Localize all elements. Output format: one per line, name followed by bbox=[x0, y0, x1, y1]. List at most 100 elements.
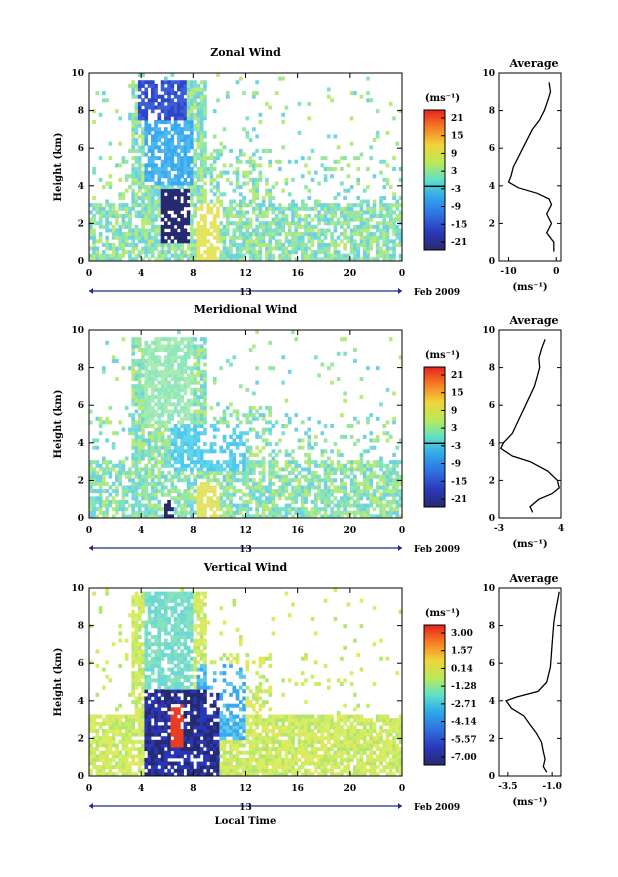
heatmap-cell bbox=[167, 460, 171, 464]
heatmap-cell bbox=[161, 131, 165, 135]
heatmap-cell bbox=[187, 417, 191, 421]
heatmap-cell bbox=[262, 478, 266, 482]
heatmap-cell bbox=[151, 504, 155, 508]
heatmap-cell bbox=[249, 156, 253, 160]
heatmap-cell bbox=[246, 511, 250, 515]
heatmap-cell bbox=[154, 428, 158, 432]
heatmap-cell bbox=[356, 254, 360, 258]
heatmap-cell bbox=[363, 239, 367, 243]
heatmap-cell bbox=[379, 457, 383, 461]
heatmap-cell bbox=[115, 214, 119, 218]
heatmap-cell bbox=[193, 243, 197, 247]
heatmap-cell bbox=[177, 80, 181, 84]
heatmap-cell bbox=[148, 646, 152, 650]
heatmap-cell bbox=[190, 116, 194, 120]
heatmap-cell bbox=[138, 610, 142, 614]
heatmap-cell bbox=[180, 507, 184, 511]
heatmap-cell bbox=[180, 438, 184, 442]
heatmap-cell bbox=[89, 228, 93, 232]
date-bar-arrow-right bbox=[398, 545, 402, 551]
heatmap-cell bbox=[275, 243, 279, 247]
heatmap-cell bbox=[167, 341, 171, 345]
heatmap-cell bbox=[353, 247, 357, 251]
heatmap-cell bbox=[379, 228, 383, 232]
heatmap-cell bbox=[272, 507, 276, 511]
heatmap-cell bbox=[268, 106, 272, 110]
heatmap-cell bbox=[255, 460, 259, 464]
heatmap-cell bbox=[376, 221, 380, 225]
heatmap-cell bbox=[337, 207, 341, 211]
heatmap-cell bbox=[151, 250, 155, 254]
heatmap-cell bbox=[180, 377, 184, 381]
heatmap-cell bbox=[102, 500, 106, 504]
heatmap-cell bbox=[246, 134, 250, 138]
heatmap-cell bbox=[157, 239, 161, 243]
heatmap-cell bbox=[275, 228, 279, 232]
heatmap-cell bbox=[138, 453, 142, 457]
heatmap-cell bbox=[122, 485, 126, 489]
heatmap-cell bbox=[343, 218, 347, 222]
heatmap-cell bbox=[382, 511, 386, 515]
heatmap-cell bbox=[112, 729, 116, 733]
heatmap-cell bbox=[99, 203, 103, 207]
heatmap-cell bbox=[171, 642, 175, 646]
heatmap-cell bbox=[102, 243, 106, 247]
heatmap-cell bbox=[200, 145, 204, 149]
heatmap-cell bbox=[226, 171, 230, 175]
heatmap-cell bbox=[226, 250, 230, 254]
heatmap-cell bbox=[193, 348, 197, 352]
heatmap-cell bbox=[369, 464, 373, 468]
heatmap-cell bbox=[141, 102, 145, 106]
heatmap-cell bbox=[337, 453, 341, 457]
heatmap-cell bbox=[327, 207, 331, 211]
heatmap-cell bbox=[386, 420, 390, 424]
heatmap-cell bbox=[122, 247, 126, 251]
heatmap-cell bbox=[366, 482, 370, 486]
heatmap-cell bbox=[148, 124, 152, 128]
heatmap-cell bbox=[203, 395, 207, 399]
heatmap-cell bbox=[197, 127, 201, 131]
heatmap-cell bbox=[138, 475, 142, 479]
heatmap-cell bbox=[167, 163, 171, 167]
heatmap-cell bbox=[118, 507, 122, 511]
heatmap-cell bbox=[200, 163, 204, 167]
heatmap-cell bbox=[252, 464, 256, 468]
heatmap-cell bbox=[350, 467, 354, 471]
heatmap-cell bbox=[96, 489, 100, 493]
heatmap-cell bbox=[125, 457, 129, 461]
heatmap-cell bbox=[138, 628, 142, 632]
heatmap-cell bbox=[190, 109, 194, 113]
heatmap-cell bbox=[379, 221, 383, 225]
heatmap-cell bbox=[122, 236, 126, 240]
heatmap-cell bbox=[340, 413, 344, 417]
heatmap-cell bbox=[239, 192, 243, 196]
heatmap-cell bbox=[184, 200, 188, 204]
heatmap-cell bbox=[249, 232, 253, 236]
heatmap-cell bbox=[281, 424, 285, 428]
heatmap-cell bbox=[223, 420, 227, 424]
heatmap-cell bbox=[229, 181, 233, 185]
heatmap-cell bbox=[291, 449, 295, 453]
heatmap-cell bbox=[167, 355, 171, 359]
heatmap-cell bbox=[294, 243, 298, 247]
heatmap-cell bbox=[105, 243, 109, 247]
heatmap-cell bbox=[148, 511, 152, 515]
heatmap-cell bbox=[203, 352, 207, 356]
heatmap-cell bbox=[255, 511, 259, 515]
heatmap-cell bbox=[92, 120, 96, 124]
heatmap-cell bbox=[278, 221, 282, 225]
heatmap-cell bbox=[242, 91, 246, 95]
heatmap-cell bbox=[122, 214, 126, 218]
heatmap-cell bbox=[131, 142, 135, 146]
heatmap-cell bbox=[154, 504, 158, 508]
heatmap-cell bbox=[193, 355, 197, 359]
heatmap-cell bbox=[171, 348, 175, 352]
heatmap-cell bbox=[171, 98, 175, 102]
heatmap-cell bbox=[353, 475, 357, 479]
heatmap-cell bbox=[151, 489, 155, 493]
heatmap-cell bbox=[144, 109, 148, 113]
heatmap-cell bbox=[236, 80, 240, 84]
heatmap-cell bbox=[206, 496, 210, 500]
heatmap-cell bbox=[161, 718, 165, 722]
